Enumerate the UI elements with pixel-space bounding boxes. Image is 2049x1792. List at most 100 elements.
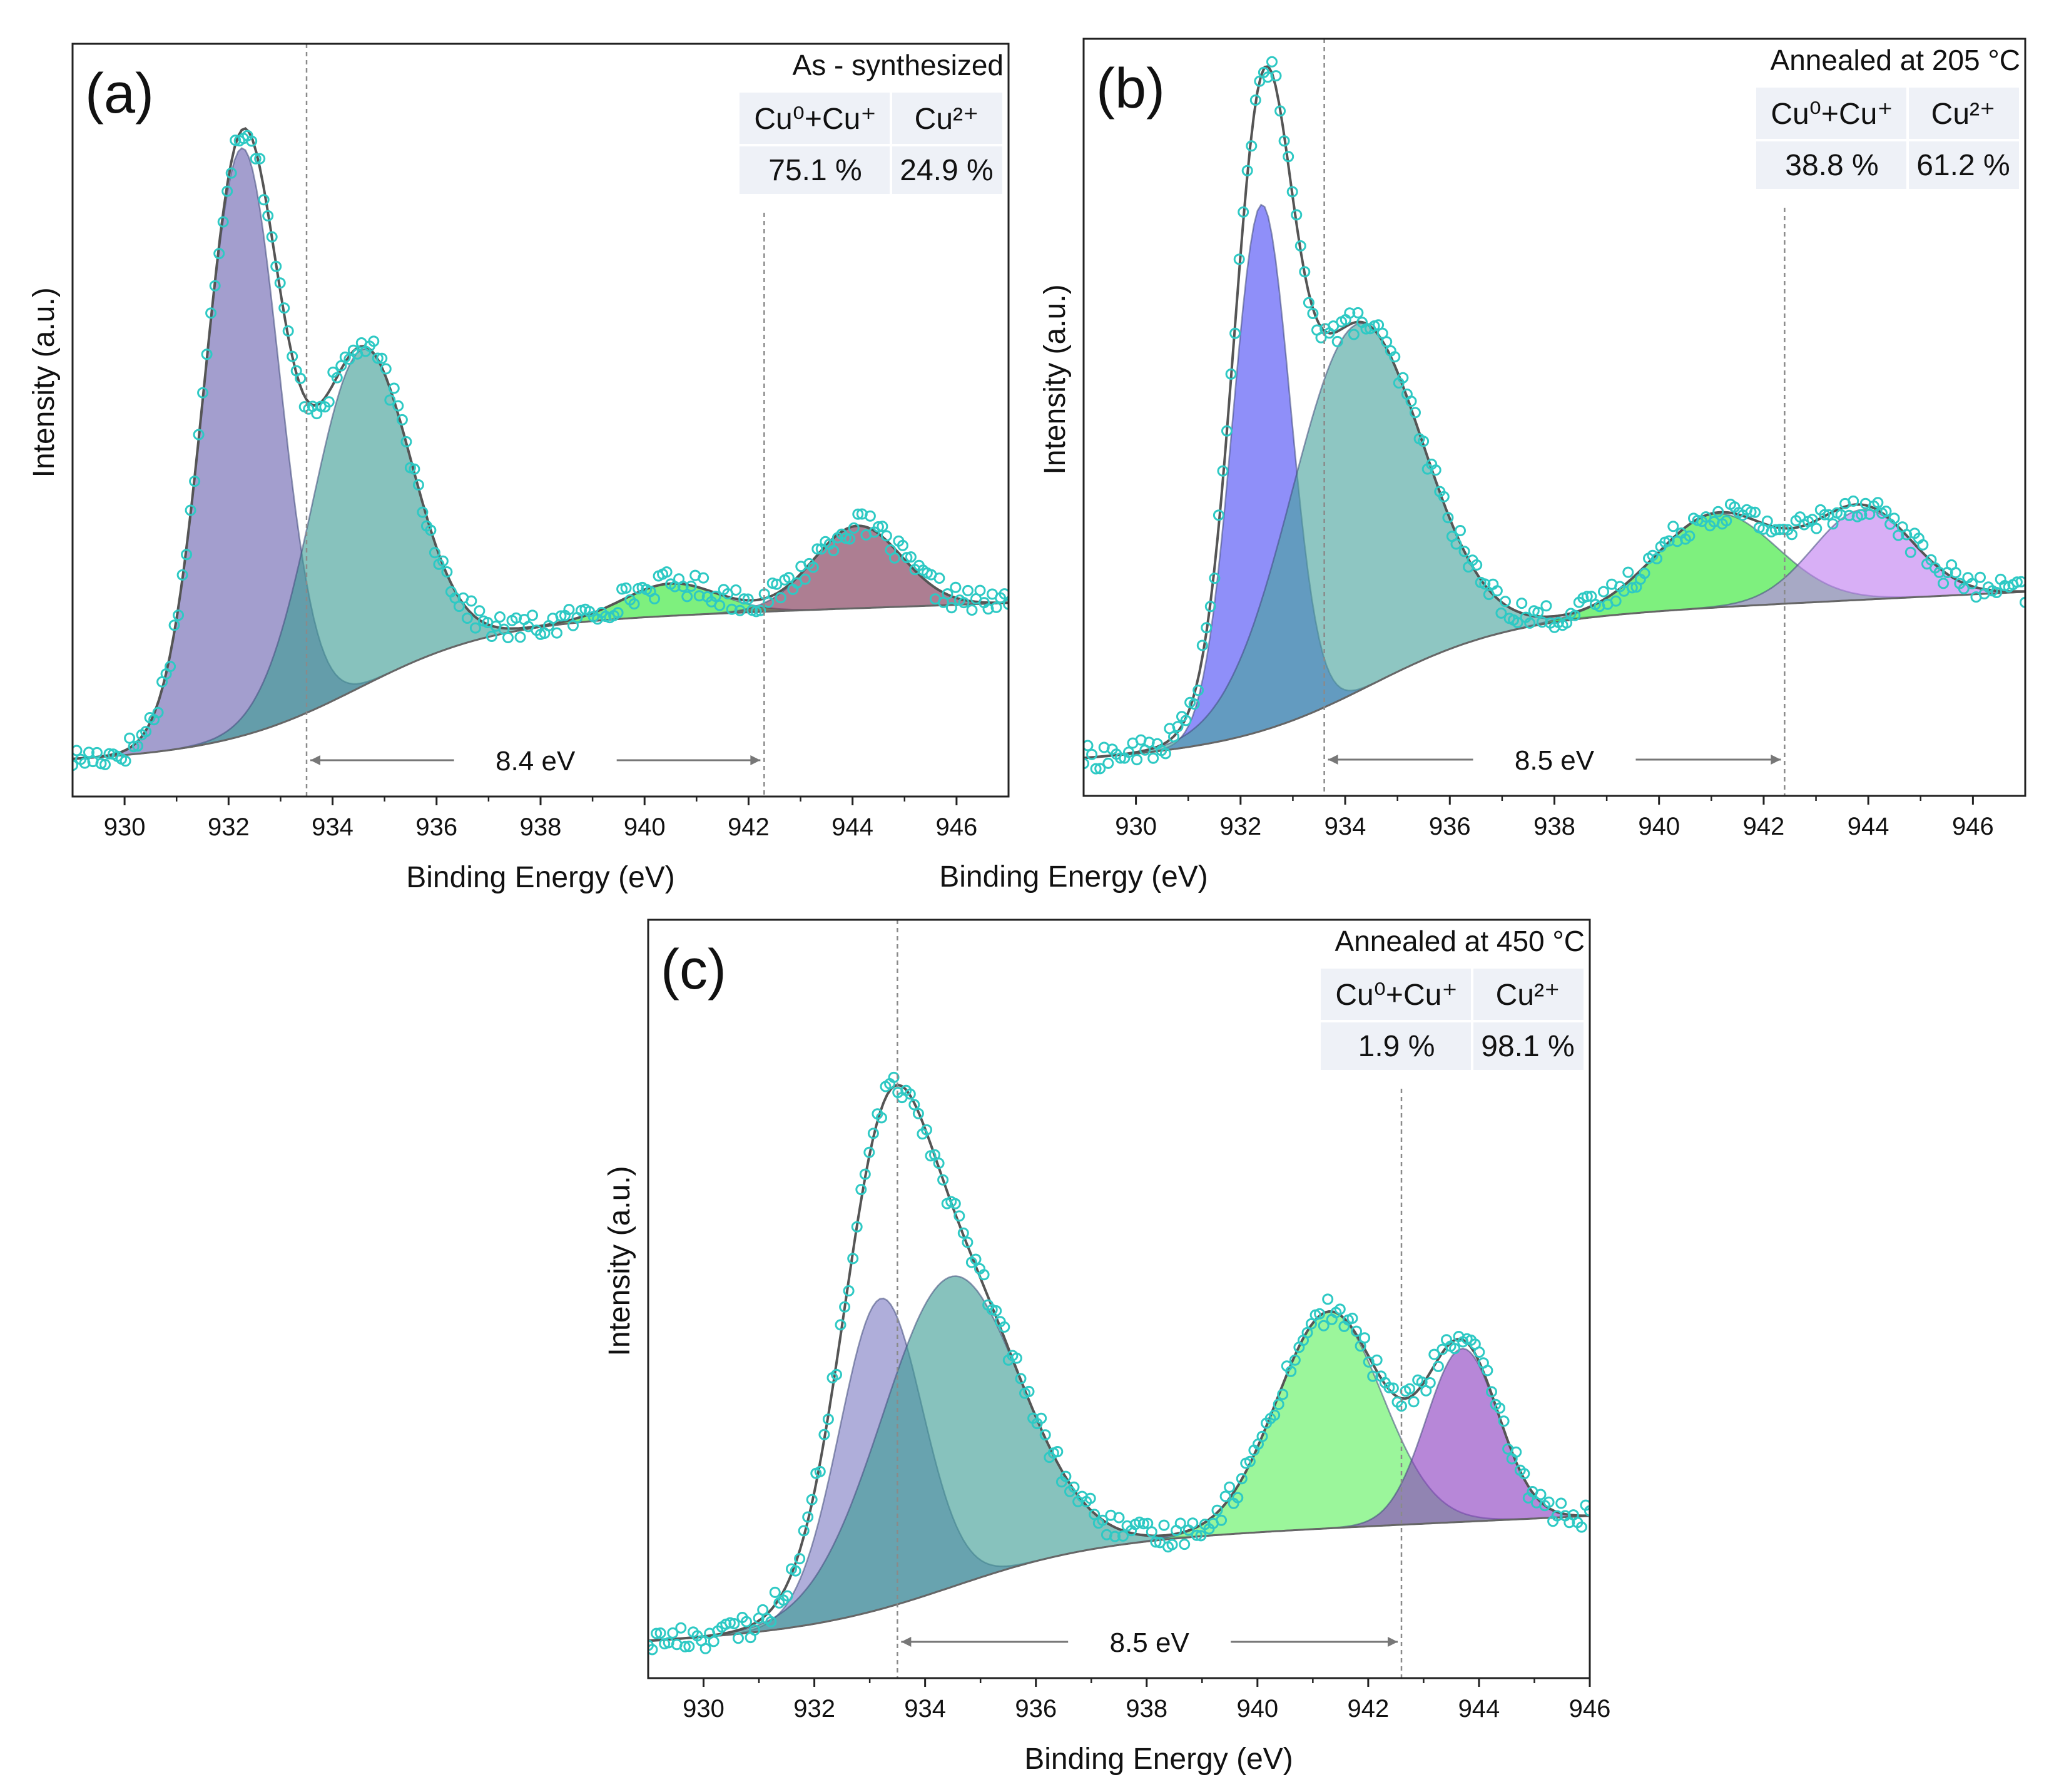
data-point (1015, 1373, 1027, 1385)
data-point (1084, 758, 1089, 770)
data-point (876, 1112, 887, 1124)
data-point (730, 584, 742, 596)
x-tick-label: 944 (1458, 1695, 1500, 1723)
data-point (1086, 748, 1098, 760)
plot-area (73, 127, 1009, 771)
data-point (1216, 1514, 1228, 1526)
data-point (818, 1428, 830, 1440)
data-point (1532, 606, 1544, 618)
data-point (1524, 617, 1536, 629)
data-point (331, 372, 343, 384)
data-point (221, 185, 233, 197)
data-point (168, 619, 180, 631)
data-point (514, 631, 526, 643)
data-point (73, 745, 83, 756)
x-tick-label: 946 (1569, 1695, 1611, 1723)
data-point (380, 363, 392, 375)
x-tick-label: 942 (728, 813, 770, 841)
data-point (429, 547, 440, 559)
data-point (765, 1616, 777, 1627)
data-point (1322, 1293, 1334, 1305)
data-point (91, 746, 103, 758)
data-point (1684, 530, 1696, 542)
data-point (1278, 135, 1290, 147)
data-point (620, 582, 632, 594)
data-point (409, 463, 420, 475)
data-point (677, 581, 689, 593)
x-tick-label: 932 (1219, 813, 1261, 840)
table-value-cu0-cu1: 1.9 % (1358, 1030, 1435, 1063)
x-tick-label: 930 (104, 813, 146, 841)
data-point (83, 746, 94, 758)
data-point (908, 1099, 920, 1111)
data-point (698, 572, 709, 584)
data-point (376, 352, 388, 364)
data-point (1569, 609, 1581, 621)
data-point (1244, 1455, 1256, 1467)
data-point (225, 167, 237, 179)
chart-panel-a: 8.4 eV 930 932 934 936 938 940 942 944 946 Binding… (28, 43, 1010, 894)
data-point (783, 572, 795, 584)
data-point (1285, 1365, 1297, 1377)
data-point (1241, 165, 1253, 176)
data-point (1535, 1489, 1547, 1500)
data-point (970, 1253, 982, 1265)
x-tick-label: 946 (1952, 813, 1994, 840)
data-point (654, 1627, 666, 1639)
data-point (1473, 1347, 1485, 1358)
data-point (1166, 1539, 1178, 1550)
data-point (1003, 598, 1009, 610)
data-point (726, 603, 738, 615)
data-point (1068, 1481, 1080, 1493)
data-point (1174, 1517, 1186, 1529)
table-value-cu2: 61.2 % (1916, 149, 2010, 182)
table-header-cu0-cu1: Cu⁰+Cu⁺ (754, 103, 876, 136)
data-point (1933, 566, 1945, 578)
data-point (1622, 566, 1634, 578)
x-axis-title: Binding Energy (eV) (406, 861, 675, 894)
data-point (1277, 1388, 1289, 1400)
data-point (957, 1227, 969, 1239)
data-point (945, 602, 957, 614)
data-point (1958, 583, 1970, 594)
data-point (563, 604, 575, 616)
x-tick-label: 930 (1115, 813, 1157, 840)
y-axis-title: Intensity (a.u.) (1039, 284, 1072, 474)
sample-label: Annealed at 450 °C (1335, 925, 1585, 957)
data-point (714, 599, 726, 611)
data-point (262, 210, 274, 221)
data-point (1367, 1370, 1379, 1382)
data-point (1712, 506, 1724, 517)
data-point (1663, 535, 1675, 547)
x-tick-label: 946 (936, 813, 978, 841)
data-point (763, 596, 775, 608)
chart-panel-b: 8.5 eV 930 932 934 936 938 940 942 944 946 Binding… (939, 38, 2026, 893)
data-point (1246, 140, 1258, 152)
data-point (781, 1590, 793, 1602)
data-point (250, 153, 262, 165)
data-point (1966, 578, 1978, 589)
data-point (1408, 1396, 1420, 1408)
data-point (822, 1413, 834, 1425)
data-point (1217, 465, 1229, 477)
data-point (1482, 1365, 1493, 1377)
data-point (1540, 600, 1552, 612)
data-point (511, 612, 522, 624)
data-point (1438, 491, 1450, 502)
data-point (1060, 1470, 1072, 1482)
data-point (555, 610, 567, 622)
data-point (863, 1146, 875, 1158)
data-point (769, 1586, 781, 1598)
data-point (1294, 240, 1306, 252)
data-point (848, 522, 860, 534)
data-point (1084, 740, 1094, 751)
data-point (904, 1088, 916, 1100)
data-point (140, 726, 152, 738)
x-axis-title: Binding Energy (eV) (1024, 1743, 1293, 1776)
y-axis-title: Intensity (a.u.) (28, 287, 61, 477)
splitting-arrowhead-right (1771, 755, 1781, 765)
data-point (897, 539, 908, 551)
data-point (1721, 515, 1732, 527)
data-point (942, 588, 953, 600)
data-point (1318, 1320, 1330, 1331)
